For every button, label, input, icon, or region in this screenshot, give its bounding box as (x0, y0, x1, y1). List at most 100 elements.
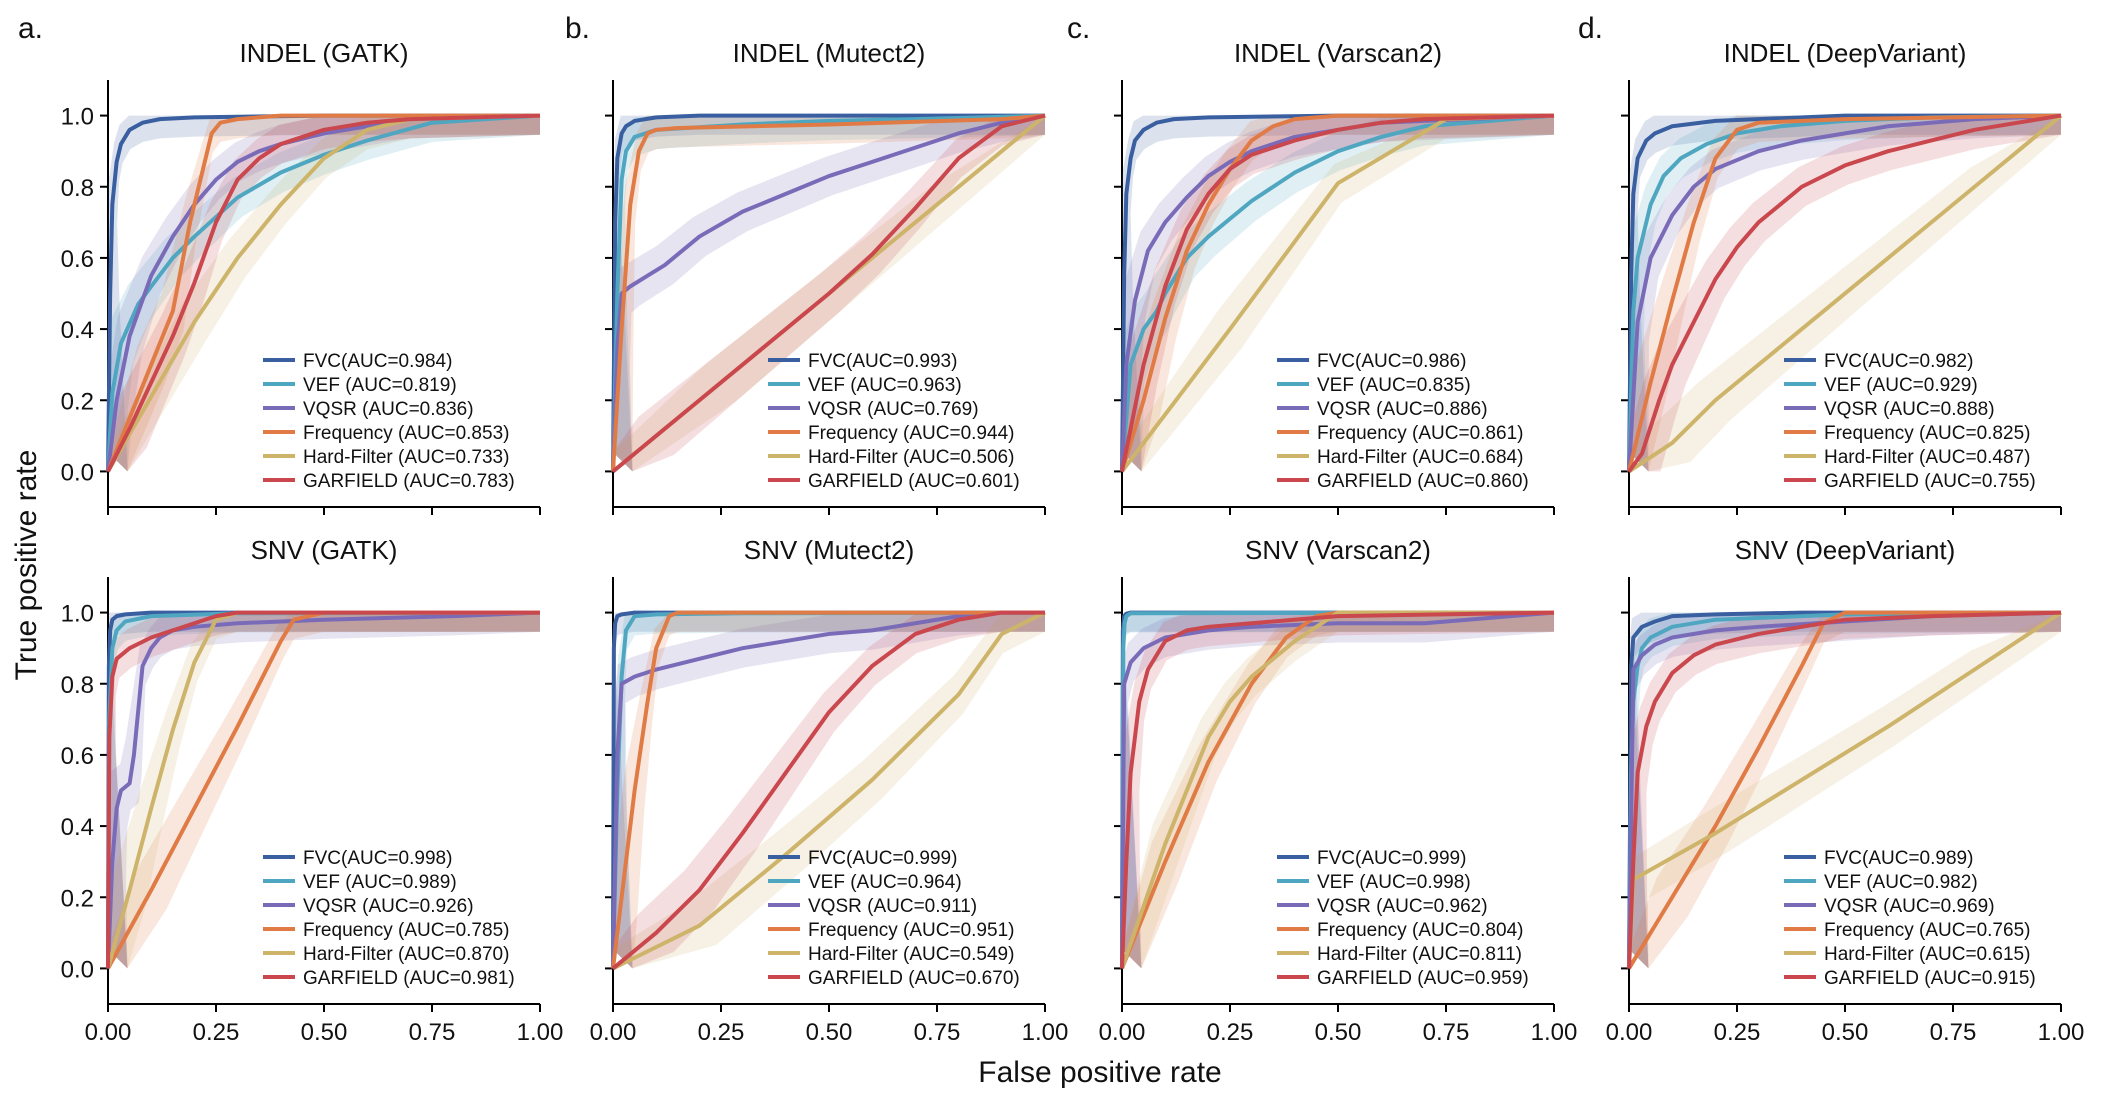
panel-6-line-frequency (611, 610, 1045, 969)
panel-8-xtick-label: 1.00 (2038, 1019, 2085, 1046)
panel-3-legend-label-hard-filter: Hard-Filter (AUC=0.684) (1317, 447, 1523, 468)
panel-5-ytick-label: 0.2 (61, 885, 94, 912)
panel-7-legend-label-vqsr: VQSR (AUC=0.962) (1317, 896, 1488, 917)
panel-6-xtick-label: 0.25 (698, 1019, 745, 1046)
panel-3-legend-label-vef: VEF (AUC=0.835) (1317, 375, 1471, 396)
panel-1-line-fvc (106, 113, 540, 472)
panel-letter-d: d. (1578, 12, 1603, 45)
panel-letter-c: c. (1067, 12, 1090, 45)
panel-8-legend-label-garfield: GARFIELD (AUC=0.915) (1824, 968, 2036, 989)
panel-8-legend-label-vqsr: VQSR (AUC=0.969) (1824, 896, 1995, 917)
panel-1-line-frequency (106, 113, 540, 473)
panel-8-title: SNV (DeepVariant) (1735, 535, 1956, 565)
panel-7-legend-label-fvc: FVC(AUC=0.999) (1317, 848, 1466, 869)
panel-2-band-vqsr (613, 115, 1045, 472)
panel-3-legend-label-fvc: FVC(AUC=0.986) (1317, 351, 1466, 372)
panel-5-line-fvc (106, 610, 540, 969)
panel-5-xtick-label: 0.00 (85, 1019, 132, 1046)
panel-4-title: INDEL (DeepVariant) (1724, 38, 1967, 68)
panel-7-legend-label-garfield: GARFIELD (AUC=0.959) (1317, 968, 1529, 989)
panel-4: INDEL (DeepVariant) FVC(AUC=0.982) VEF (AU… (1621, 38, 2063, 515)
panel-1-legend-label-garfield: GARFIELD (AUC=0.783) (303, 471, 515, 492)
panels-container: INDEL (GATK) 0.0 0.2 0.4 0.6 0.8 1.0 FVC(AUC=0.… (61, 38, 2085, 1046)
panel-7-xtick-label: 1.00 (1531, 1019, 1578, 1046)
panel-3-line-fvc (1120, 113, 1554, 472)
panel-8-legend-label-fvc: FVC(AUC=0.989) (1824, 848, 1973, 869)
panel-3-title: INDEL (Varscan2) (1234, 38, 1442, 68)
panel-2-line-frequency (611, 113, 1046, 472)
panel-4-band-vef (1629, 115, 2061, 472)
panel-2-legend-label-garfield: GARFIELD (AUC=0.601) (808, 471, 1020, 492)
panel-7-band-garfield (1122, 612, 1554, 969)
panel-6-xtick-label: 0.00 (590, 1019, 637, 1046)
panel-5-ytick-label: 0.6 (61, 743, 94, 770)
panel-6-legend-label-vqsr: VQSR (AUC=0.911) (808, 896, 977, 917)
panel-8-legend-label-frequency: Frequency (AUC=0.765) (1824, 920, 2030, 941)
panel-3-legend-label-vqsr: VQSR (AUC=0.886) (1317, 399, 1488, 420)
panel-1-legend-label-vqsr: VQSR (AUC=0.836) (303, 399, 474, 420)
panel-8-legend-label-vef: VEF (AUC=0.982) (1824, 872, 1978, 893)
panel-7-legend-label-hard-filter: Hard-Filter (AUC=0.811) (1317, 944, 1522, 965)
panel-1-ytick-label: 1.0 (61, 104, 94, 131)
panel-1-legend-label-fvc: FVC(AUC=0.984) (303, 351, 452, 372)
panel-1-ytick-label: 0.6 (61, 246, 94, 273)
panel-6-legend-label-frequency: Frequency (AUC=0.951) (808, 920, 1014, 941)
panel-6-band-hard-filter (613, 612, 1045, 969)
panel-4-legend-label-vef: VEF (AUC=0.929) (1824, 375, 1978, 396)
panel-1-legend-label-vef: VEF (AUC=0.819) (303, 375, 457, 396)
panel-2: INDEL (Mutect2) FVC(AUC=0.993) VEF (AUC=0.… (605, 38, 1047, 515)
panel-5-legend-label-frequency: Frequency (AUC=0.785) (303, 920, 509, 941)
panel-5-xtick-label: 0.50 (301, 1019, 348, 1046)
panel-5-title: SNV (GATK) (251, 535, 398, 565)
panel-7-legend-label-vef: VEF (AUC=0.998) (1317, 872, 1471, 893)
panel-4-legend-label-frequency: Frequency (AUC=0.825) (1824, 423, 2030, 444)
panel-7-xtick-label: 0.25 (1207, 1019, 1254, 1046)
panel-8-xtick-label: 0.00 (1606, 1019, 1653, 1046)
panel-4-legend-label-hard-filter: Hard-Filter (AUC=0.487) (1824, 447, 2030, 468)
panel-1-ytick-label: 0.2 (61, 388, 94, 415)
panel-7-line-garfield (1120, 610, 1555, 969)
y-axis-label: True positive rate (10, 450, 43, 681)
panel-2-legend-label-vef: VEF (AUC=0.963) (808, 375, 962, 396)
panel-3: INDEL (Varscan2) FVC(AUC=0.986) VEF (AUC=0… (1114, 38, 1555, 515)
panel-3-band-hard-filter (1122, 115, 1554, 472)
panel-4-line-garfield (1627, 113, 2062, 473)
panel-6-legend-label-fvc: FVC(AUC=0.999) (808, 848, 957, 869)
panel-5-legend-label-garfield: GARFIELD (AUC=0.981) (303, 968, 515, 989)
panel-6-legend-label-hard-filter: Hard-Filter (AUC=0.549) (808, 944, 1014, 965)
panel-letter-a: a. (18, 12, 43, 45)
panel-6-line-fvc (611, 610, 1045, 969)
panel-7-title: SNV (Varscan2) (1245, 535, 1431, 565)
panel-7-line-vqsr (1120, 610, 1555, 969)
panel-2-title: INDEL (Mutect2) (733, 38, 926, 68)
panel-5-ytick-label: 0.0 (61, 956, 94, 983)
panel-4-legend-label-fvc: FVC(AUC=0.982) (1824, 351, 1973, 372)
panel-letter-b: b. (565, 12, 590, 45)
panel-8-band-hard-filter (1629, 612, 2061, 969)
panel-5-legend-label-vef: VEF (AUC=0.989) (303, 872, 457, 893)
panel-1-ytick-label: 0.0 (61, 459, 94, 486)
panel-8-xtick-label: 0.75 (1930, 1019, 1977, 1046)
panel-6-legend-label-vef: VEF (AUC=0.964) (808, 872, 962, 893)
panel-5-legend-label-vqsr: VQSR (AUC=0.926) (303, 896, 474, 917)
panel-4-band-garfield (1629, 115, 2061, 472)
panel-1-legend-label-hard-filter: Hard-Filter (AUC=0.733) (303, 447, 509, 468)
panel-1-band-hard-filter (108, 115, 540, 472)
panel-8-legend-label-hard-filter: Hard-Filter (AUC=0.615) (1824, 944, 2030, 965)
panel-5-band-frequency (108, 612, 540, 969)
panel-8-line-garfield (1627, 610, 2062, 969)
panel-6-title: SNV (Mutect2) (744, 535, 915, 565)
panel-8-line-frequency (1627, 610, 2061, 970)
panel-6: SNV (Mutect2) 0.00 0.25 0.50 0.75 1.00 FVC(AUC… (590, 535, 1069, 1046)
panel-5: SNV (GATK) 0.0 0.2 0.4 0.6 0.8 1.0 0.00 0.25 0.50… (61, 535, 564, 1046)
panel-8-band-frequency (1629, 612, 2061, 969)
panel-4-line-frequency (1627, 113, 2062, 472)
panel-2-legend-label-frequency: Frequency (AUC=0.944) (808, 423, 1014, 444)
panel-2-legend-label-fvc: FVC(AUC=0.993) (808, 351, 957, 372)
panel-7-xtick-label: 0.75 (1423, 1019, 1470, 1046)
panel-6-line-hard-filter (612, 610, 1046, 971)
panel-1-title: INDEL (GATK) (239, 38, 408, 68)
panel-4-legend-label-vqsr: VQSR (AUC=0.888) (1824, 399, 1995, 420)
panel-3-legend-label-frequency: Frequency (AUC=0.861) (1317, 423, 1523, 444)
